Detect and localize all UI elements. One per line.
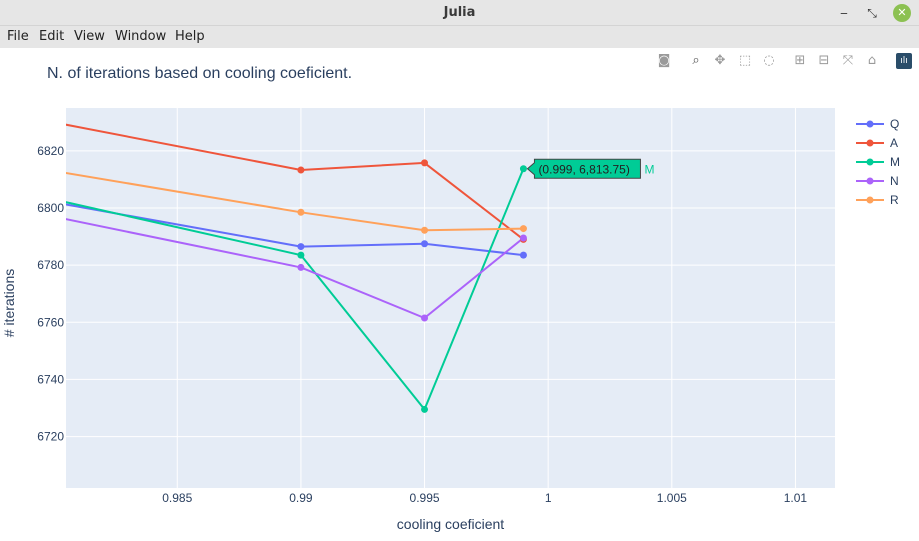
window-titlebar: Julia ‒ ⤡ ✕ <box>0 0 919 26</box>
minimize-icon[interactable]: ‒ <box>840 6 848 20</box>
zoom-icon[interactable]: ⌕ <box>692 53 700 68</box>
home-icon[interactable]: ⌂ <box>867 53 877 68</box>
menu-view[interactable]: View <box>74 29 105 44</box>
pan-icon[interactable]: ✥ <box>714 53 726 68</box>
window-title: Julia <box>443 5 476 20</box>
menu-help[interactable]: Help <box>175 29 205 44</box>
camera-icon[interactable]: ◙ <box>657 53 671 68</box>
menu-bar: File Edit View Window Help <box>0 26 919 48</box>
zoom-in-icon[interactable]: ⊞ <box>794 53 806 68</box>
menu-file[interactable]: File <box>7 29 29 44</box>
logo-icon[interactable]: ılı <box>896 53 912 69</box>
lasso-icon[interactable]: ◌ <box>763 53 775 68</box>
autoscale-icon[interactable]: ⤧ <box>842 53 854 68</box>
menu-window[interactable]: Window <box>115 29 167 44</box>
plot-container <box>0 48 919 541</box>
maximize-icon[interactable]: ⤡ <box>867 6 877 20</box>
menu-edit[interactable]: Edit <box>39 29 65 44</box>
chart-title: N. of iterations based on cooling coefic… <box>47 65 353 82</box>
box-select-icon[interactable]: ⬚ <box>738 53 752 68</box>
zoom-out-icon[interactable]: ⊟ <box>818 53 830 68</box>
close-icon[interactable]: ✕ <box>893 4 911 22</box>
